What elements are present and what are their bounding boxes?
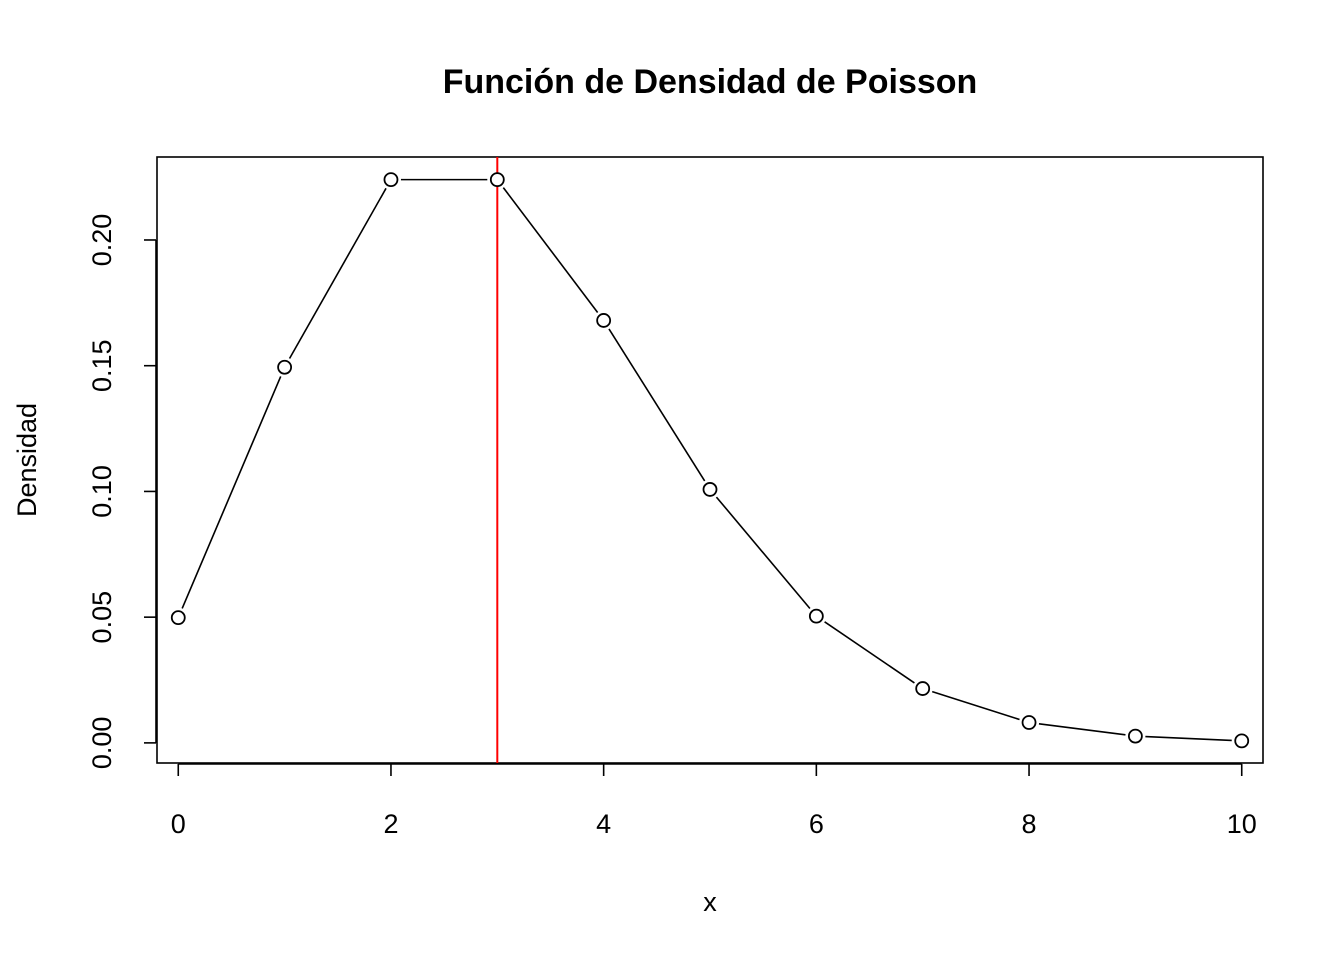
data-point xyxy=(702,482,718,497)
chart-title: Función de Densidad de Poisson xyxy=(443,63,978,101)
x-tick-label: 10 xyxy=(1227,809,1257,839)
series-line-segment xyxy=(288,187,387,359)
data-point xyxy=(1127,728,1143,744)
plot-frame xyxy=(156,156,1264,764)
data-point xyxy=(383,172,399,188)
data-point xyxy=(596,313,612,328)
data-point xyxy=(489,172,505,188)
series-line-segment xyxy=(608,328,706,482)
data-point xyxy=(277,359,293,375)
data-point xyxy=(808,608,824,624)
y-tick-label: 0.20 xyxy=(87,214,117,267)
x-tick-label: 4 xyxy=(596,809,611,839)
x-tick-label: 0 xyxy=(171,809,186,839)
x-tick-label: 2 xyxy=(383,809,398,839)
data-point xyxy=(1021,715,1037,730)
data-point xyxy=(170,610,186,626)
x-tick-label: 8 xyxy=(1022,809,1037,839)
y-tick-label: 0.05 xyxy=(87,591,117,644)
series-line-segment xyxy=(931,690,1020,721)
data-point xyxy=(915,681,931,696)
y-tick-label: 0.10 xyxy=(87,465,117,518)
series-line-segment xyxy=(502,187,599,313)
x-axis-label: x xyxy=(703,887,717,917)
data-point xyxy=(1234,733,1250,749)
plot-area: 0 2 4 6 8 10 0.00 0.05 0.10 0.15 0.20 xyxy=(87,156,1264,839)
y-axis-label: Densidad xyxy=(12,403,42,517)
series-line-segment xyxy=(715,496,811,610)
series-line-segment xyxy=(824,621,915,684)
y-tick-label: 0.00 xyxy=(87,717,117,770)
series-line-segment xyxy=(1145,735,1232,742)
series-line-segment xyxy=(181,376,282,609)
x-tick-label: 6 xyxy=(809,809,824,839)
series-line-segment xyxy=(1038,722,1126,736)
y-tick-label: 0.15 xyxy=(87,339,117,392)
